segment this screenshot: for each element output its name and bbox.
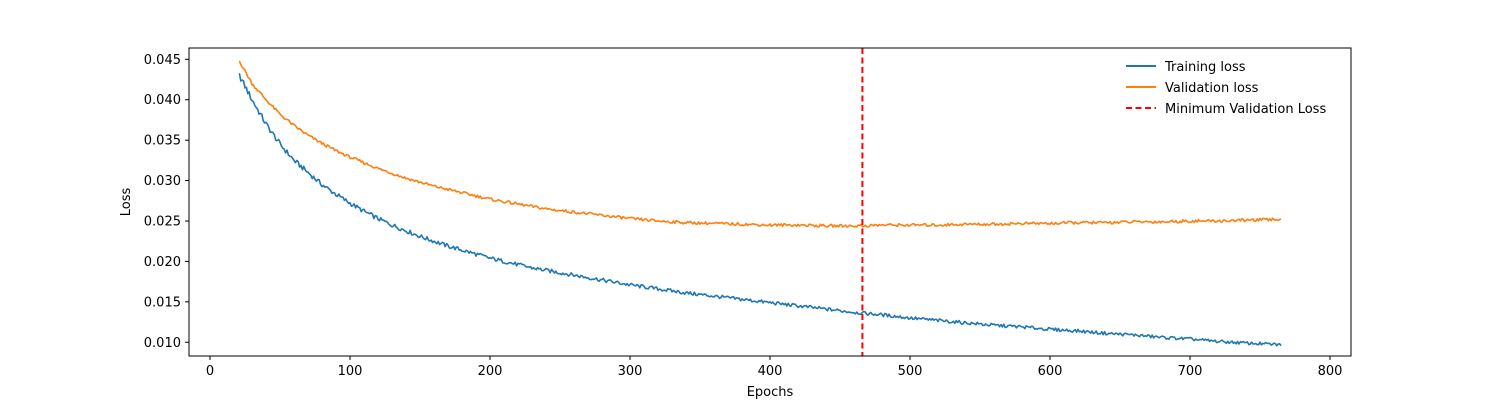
x-tick-label: 0 [206, 364, 214, 379]
x-tick-label: 300 [618, 364, 643, 379]
y-tick-label: 0.025 [144, 214, 181, 229]
x-tick-label: 100 [338, 364, 363, 379]
x-tick-label: 600 [1038, 364, 1063, 379]
validation-loss-line [238, 60, 1282, 228]
y-axis-ticks: 0.010 0.015 0.020 0.025 0.030 0.035 0.040 0.045 [144, 53, 189, 351]
y-tick-label: 0.030 [144, 174, 181, 189]
training-loss-line [238, 73, 1282, 347]
y-tick-label: 0.010 [144, 336, 181, 351]
x-tick-label: 400 [758, 364, 783, 379]
legend-label-training-loss: Training loss [1164, 60, 1246, 75]
x-axis-ticks: 0 100 200 300 400 500 600 700 800 [206, 356, 1343, 379]
x-tick-label: 500 [898, 364, 923, 379]
y-tick-label: 0.040 [144, 93, 181, 108]
legend-label-validation-loss: Validation loss [1165, 81, 1259, 96]
y-tick-label: 0.015 [144, 295, 181, 310]
legend: Training loss Validation loss Minimum Va… [1126, 60, 1326, 117]
y-tick-label: 0.035 [144, 134, 181, 149]
series-lines [238, 48, 1282, 356]
y-tick-label: 0.045 [144, 53, 181, 68]
legend-label-minimum-validation-loss: Minimum Validation Loss [1165, 102, 1326, 117]
y-axis-title: Loss [119, 188, 134, 217]
x-tick-label: 800 [1318, 364, 1343, 379]
x-tick-label: 200 [478, 364, 503, 379]
x-tick-label: 700 [1178, 364, 1203, 379]
y-tick-label: 0.020 [144, 255, 181, 270]
x-axis-title: Epochs [747, 385, 794, 400]
plot-frame [188, 47, 1352, 357]
